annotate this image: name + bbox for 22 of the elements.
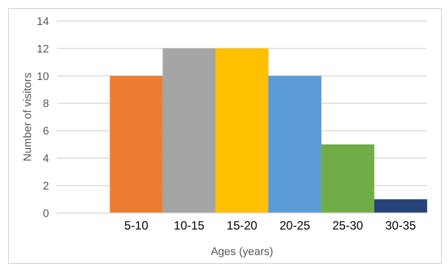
bar [110, 76, 163, 213]
bar [321, 144, 374, 213]
y-axis-title: Number of visitors [22, 72, 34, 162]
x-tick-label: 30-35 [385, 218, 416, 233]
bar [216, 48, 269, 213]
y-tick-label: 14 [36, 16, 49, 28]
x-tick-label: 15-20 [226, 218, 258, 233]
y-tick-label: 6 [42, 126, 49, 138]
y-tick-label: 8 [42, 98, 49, 110]
y-tick-label: 4 [42, 153, 49, 166]
x-axis-title: Ages (years) [210, 246, 274, 258]
y-tick-label: 2 [42, 180, 49, 192]
x-tick-label: 20-25 [280, 218, 311, 233]
bar [374, 199, 428, 213]
bar [268, 76, 322, 213]
bar [162, 48, 216, 213]
y-tick-label: 0 [42, 208, 49, 220]
y-tick-label: 10 [36, 70, 49, 83]
x-tick-label: 5-10 [124, 218, 149, 233]
x-tick-label: 10-15 [174, 218, 205, 233]
x-tick-label: 25-30 [332, 218, 364, 233]
y-tick-label: 12 [36, 43, 49, 56]
